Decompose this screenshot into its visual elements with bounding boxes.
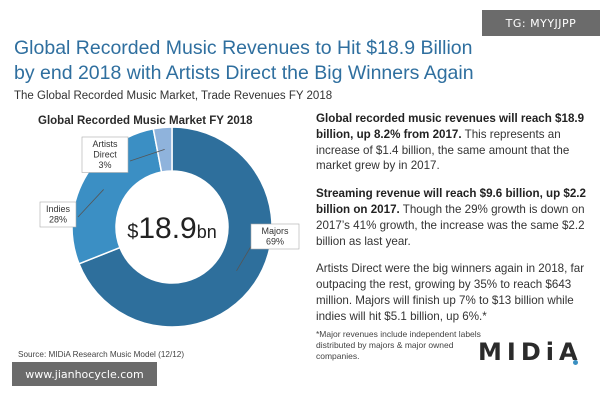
page-subtitle: The Global Recorded Music Market, Trade … — [14, 90, 333, 102]
slice-majors — [78, 126, 273, 328]
slice-label-majors: Majors 69% — [261, 226, 289, 247]
midia-logo: MIDiA — [478, 338, 583, 366]
callout-line-indies — [77, 189, 104, 218]
slice-label-artists-direct: Artists Direct 3% — [92, 139, 118, 170]
paragraph-2-bold: Streaming revenue will reach $9.6 billio… — [316, 187, 586, 216]
paragraph-1: Global recorded music revenues will reac… — [316, 111, 588, 174]
paragraph-2-text: Though the 29% growth is down on 2017’s … — [316, 202, 585, 248]
slice-artists-direct — [152, 126, 173, 173]
logo-dot — [573, 360, 578, 365]
watermark-bottom: www.jianhocycle.com — [12, 362, 157, 386]
page-title: Global Recorded Music Revenues to Hit $1… — [14, 37, 474, 84]
donut-chart: Majors 69% Indies 28% Artists Direct 3% $18.9b… — [39, 126, 300, 328]
paragraph-1-text: This represents an increase of $1.4 bill… — [316, 127, 570, 173]
center-total-label: $18.9bn — [127, 212, 217, 245]
commentary: Global recorded music revenues will reac… — [316, 111, 588, 337]
chart-title: Global Recorded Music Market FY 2018 — [38, 115, 253, 127]
label-box-artists-direct — [81, 136, 129, 173]
paragraph-3: Artists Direct were the big winners agai… — [316, 261, 588, 324]
label-box-majors — [250, 223, 300, 250]
paragraph-2: Streaming revenue will reach $9.6 billio… — [316, 186, 588, 249]
watermark-top: TG: MYYJJPP — [482, 10, 600, 36]
paragraph-1-bold: Global recorded music revenues will reac… — [316, 112, 585, 141]
slice-label-indies: Indies 28% — [46, 204, 71, 225]
source-note: Source: MIDiA Research Music Model (12/1… — [18, 350, 185, 359]
footnote: *Major revenues include independent labe… — [316, 329, 481, 361]
label-box-indies — [39, 201, 77, 228]
paragraph-3-text: Artists Direct were the big winners agai… — [316, 262, 585, 323]
callout-line-majors — [236, 242, 254, 272]
callout-line-artists-direct — [129, 148, 165, 162]
